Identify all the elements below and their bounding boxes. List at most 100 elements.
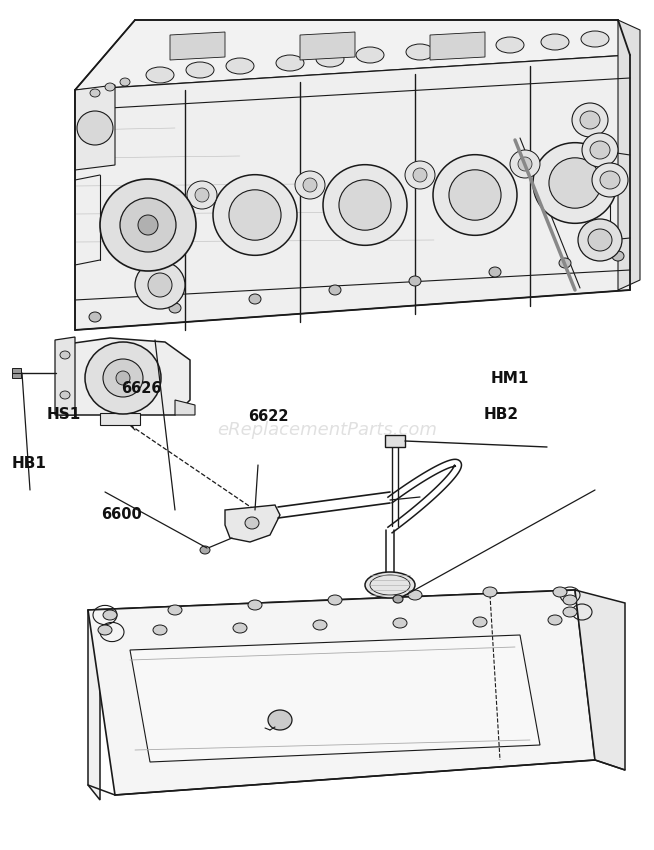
Polygon shape bbox=[130, 635, 540, 762]
Ellipse shape bbox=[356, 47, 384, 63]
Ellipse shape bbox=[77, 111, 113, 145]
Ellipse shape bbox=[268, 710, 292, 730]
Ellipse shape bbox=[541, 34, 569, 50]
Ellipse shape bbox=[473, 617, 487, 627]
Ellipse shape bbox=[90, 89, 100, 97]
Ellipse shape bbox=[316, 51, 344, 67]
Ellipse shape bbox=[120, 198, 176, 252]
Text: 6622: 6622 bbox=[249, 409, 289, 424]
Ellipse shape bbox=[148, 273, 172, 297]
Polygon shape bbox=[100, 413, 140, 425]
Ellipse shape bbox=[248, 600, 262, 610]
Ellipse shape bbox=[186, 62, 214, 78]
Ellipse shape bbox=[168, 605, 182, 615]
Text: 6600: 6600 bbox=[101, 507, 142, 522]
Ellipse shape bbox=[405, 161, 435, 189]
Text: HS1: HS1 bbox=[47, 407, 81, 422]
Ellipse shape bbox=[98, 625, 112, 635]
Ellipse shape bbox=[105, 83, 115, 91]
Polygon shape bbox=[225, 505, 280, 542]
Bar bbox=[385, 435, 405, 447]
Ellipse shape bbox=[146, 67, 174, 83]
Ellipse shape bbox=[213, 175, 297, 255]
Ellipse shape bbox=[276, 55, 304, 71]
Ellipse shape bbox=[328, 595, 342, 605]
Ellipse shape bbox=[483, 587, 497, 597]
Ellipse shape bbox=[413, 168, 427, 182]
Text: 6626: 6626 bbox=[121, 381, 162, 396]
Ellipse shape bbox=[226, 58, 254, 74]
Text: eReplacementParts.com: eReplacementParts.com bbox=[217, 421, 437, 439]
Polygon shape bbox=[75, 20, 630, 90]
Ellipse shape bbox=[169, 303, 181, 313]
Ellipse shape bbox=[323, 165, 407, 246]
Ellipse shape bbox=[446, 41, 474, 57]
Ellipse shape bbox=[563, 595, 577, 605]
Ellipse shape bbox=[124, 200, 176, 250]
Ellipse shape bbox=[303, 178, 317, 192]
Ellipse shape bbox=[135, 261, 185, 309]
Ellipse shape bbox=[600, 171, 620, 189]
Ellipse shape bbox=[60, 391, 70, 399]
Polygon shape bbox=[170, 32, 225, 60]
Ellipse shape bbox=[580, 111, 600, 129]
Ellipse shape bbox=[581, 31, 609, 47]
Polygon shape bbox=[75, 55, 630, 330]
Ellipse shape bbox=[153, 625, 167, 635]
Ellipse shape bbox=[365, 572, 415, 598]
Polygon shape bbox=[175, 400, 195, 415]
Ellipse shape bbox=[245, 517, 259, 529]
Ellipse shape bbox=[393, 618, 407, 628]
Ellipse shape bbox=[548, 615, 562, 625]
Ellipse shape bbox=[295, 171, 325, 199]
Ellipse shape bbox=[60, 351, 70, 359]
Ellipse shape bbox=[582, 133, 618, 167]
Ellipse shape bbox=[559, 258, 571, 268]
Ellipse shape bbox=[100, 179, 196, 271]
Ellipse shape bbox=[89, 312, 101, 322]
Ellipse shape bbox=[572, 103, 608, 137]
Ellipse shape bbox=[590, 141, 610, 159]
Text: HB1: HB1 bbox=[12, 456, 46, 471]
Polygon shape bbox=[75, 85, 115, 170]
Ellipse shape bbox=[313, 620, 327, 630]
Ellipse shape bbox=[553, 587, 567, 597]
Ellipse shape bbox=[592, 163, 628, 197]
Bar bbox=[12, 368, 21, 378]
Ellipse shape bbox=[518, 157, 532, 171]
Polygon shape bbox=[575, 590, 625, 770]
Ellipse shape bbox=[200, 546, 210, 554]
Polygon shape bbox=[618, 20, 640, 290]
Polygon shape bbox=[300, 32, 355, 60]
Ellipse shape bbox=[408, 590, 422, 600]
Text: HM1: HM1 bbox=[490, 371, 529, 386]
Ellipse shape bbox=[138, 215, 158, 235]
Ellipse shape bbox=[489, 267, 501, 277]
Polygon shape bbox=[430, 32, 485, 60]
Ellipse shape bbox=[329, 285, 341, 295]
Polygon shape bbox=[60, 338, 190, 415]
Ellipse shape bbox=[496, 37, 524, 53]
Polygon shape bbox=[88, 590, 595, 795]
Ellipse shape bbox=[533, 143, 617, 224]
Ellipse shape bbox=[116, 371, 130, 385]
Ellipse shape bbox=[249, 294, 261, 304]
Text: HB2: HB2 bbox=[484, 407, 519, 422]
Ellipse shape bbox=[549, 158, 601, 208]
Ellipse shape bbox=[612, 251, 624, 261]
Ellipse shape bbox=[195, 188, 209, 202]
Ellipse shape bbox=[108, 184, 192, 265]
Ellipse shape bbox=[103, 610, 117, 620]
Polygon shape bbox=[88, 610, 100, 800]
Ellipse shape bbox=[449, 170, 501, 220]
Ellipse shape bbox=[563, 607, 577, 617]
Ellipse shape bbox=[103, 359, 143, 397]
Ellipse shape bbox=[85, 342, 161, 414]
Ellipse shape bbox=[510, 150, 540, 178]
Ellipse shape bbox=[339, 180, 391, 230]
Ellipse shape bbox=[187, 181, 217, 209]
Ellipse shape bbox=[409, 276, 421, 286]
Ellipse shape bbox=[588, 229, 612, 251]
Ellipse shape bbox=[393, 595, 403, 603]
Ellipse shape bbox=[233, 623, 247, 633]
